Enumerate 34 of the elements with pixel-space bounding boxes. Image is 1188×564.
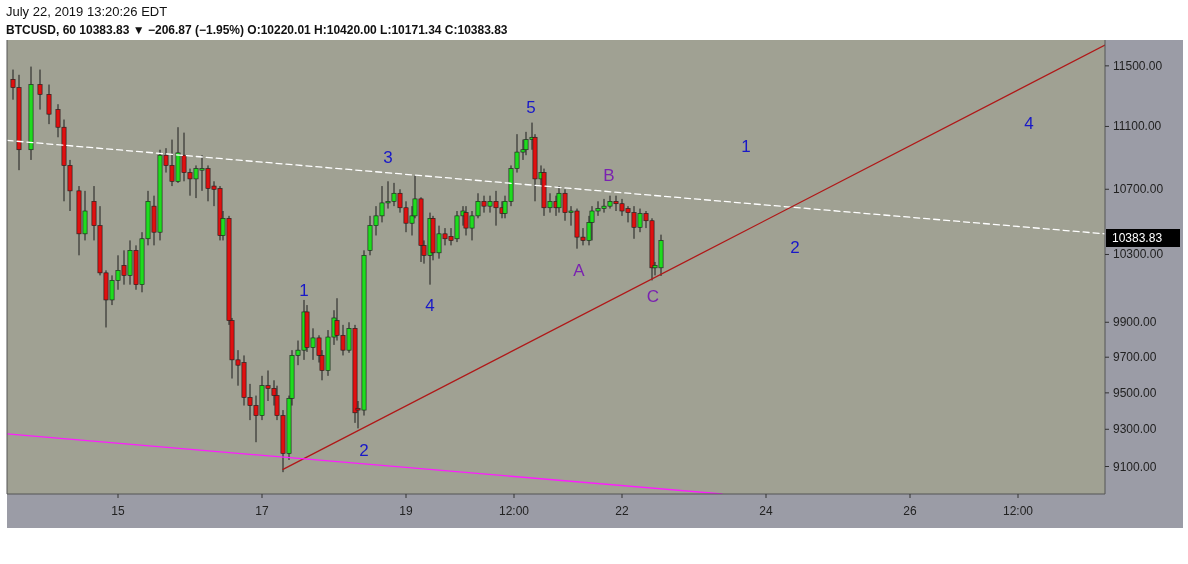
annotation: 2 — [790, 238, 800, 257]
x-tick-label: 12:00 — [498, 504, 530, 518]
x-tick-label: 15 — [111, 504, 125, 518]
y-tick-label: 9700.00 — [1113, 350, 1157, 365]
annotation: 2 — [359, 441, 369, 460]
annotation: 5 — [526, 98, 536, 117]
annotation: C — [646, 287, 660, 306]
annotation: B — [603, 166, 615, 185]
y-tick-label: 9500.00 — [1113, 385, 1157, 400]
x-tick-label: 17 — [255, 504, 269, 518]
y-tick-label: 11500.00 — [1113, 58, 1163, 73]
annotation: 1 — [741, 137, 751, 156]
x-tick-label: 12:00 — [1002, 504, 1034, 518]
y-tick-label: 9300.00 — [1113, 422, 1157, 437]
y-tick-label: 9900.00 — [1113, 315, 1157, 330]
x-tick-label: 22 — [615, 504, 629, 518]
candlestick — [46, 84, 52, 125]
chart-title: July 22, 2019 13:20:26 EDT — [6, 4, 168, 19]
candlestick — [523, 131, 529, 156]
x-tick-label: 24 — [759, 504, 773, 518]
text: 10383.83 — [1112, 231, 1163, 245]
candlestick — [37, 69, 43, 111]
chart-subtitle: BTCUSD, 60 10383.83 ▼ −206.87 (−1.95%) O:10220.01 H:10420.00 L:10171.34 C:10383.83 — [6, 23, 508, 37]
annotation: 4 — [1024, 114, 1034, 133]
y-tick-label: 10300.00 — [1113, 247, 1164, 262]
annotation: 4 — [425, 296, 435, 315]
annotation: 3 — [383, 148, 393, 167]
y-tick-label: 9100.00 — [1113, 459, 1157, 474]
x-tick-label: 26 — [903, 504, 917, 518]
annotation: A — [573, 261, 586, 280]
x-tick-label: 19 — [399, 504, 413, 518]
annotation: 1 — [299, 281, 309, 300]
y-tick-label: 10700.00 — [1113, 182, 1164, 197]
y-tick-label: 11100.00 — [1113, 119, 1162, 134]
